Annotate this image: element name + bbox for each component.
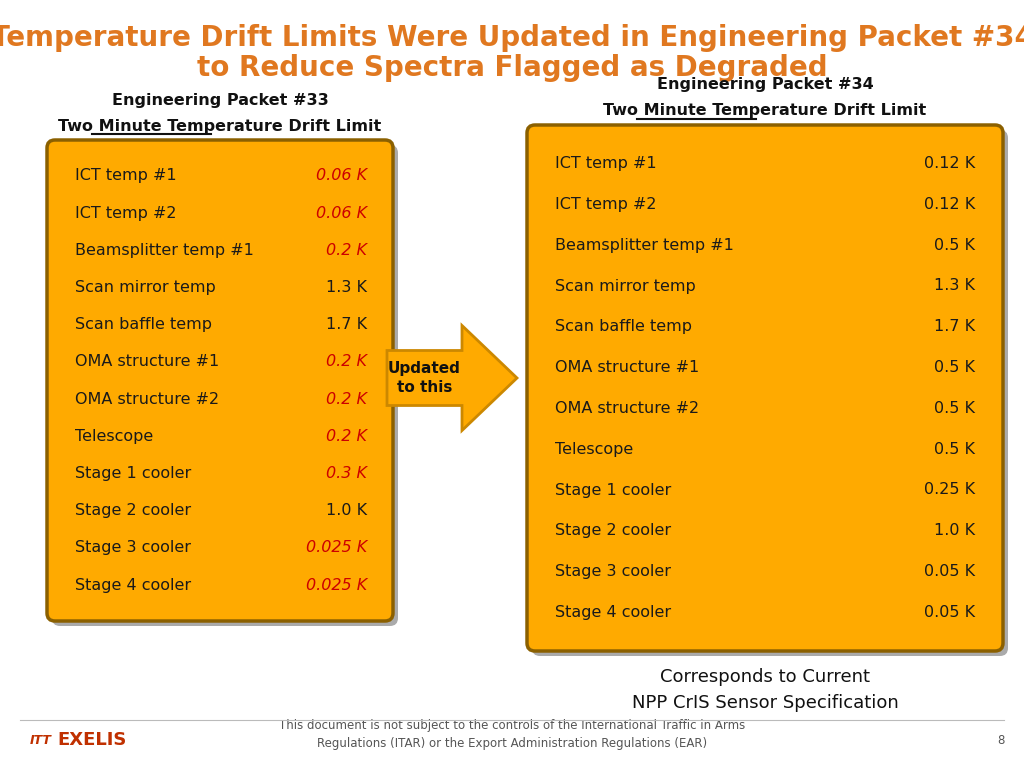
Text: Scan baffle temp: Scan baffle temp bbox=[555, 319, 692, 334]
Text: 0.12 K: 0.12 K bbox=[924, 156, 975, 171]
Text: Scan mirror temp: Scan mirror temp bbox=[555, 279, 695, 293]
Text: 0.025 K: 0.025 K bbox=[306, 541, 367, 555]
Text: 1.3 K: 1.3 K bbox=[326, 280, 367, 295]
Text: 0.3 K: 0.3 K bbox=[326, 466, 367, 481]
Text: 0.5 K: 0.5 K bbox=[934, 360, 975, 375]
Text: Stage 3 cooler: Stage 3 cooler bbox=[75, 541, 191, 555]
Text: Stage 2 cooler: Stage 2 cooler bbox=[75, 503, 191, 518]
Text: 0.2 K: 0.2 K bbox=[326, 354, 367, 369]
FancyBboxPatch shape bbox=[47, 140, 393, 621]
Text: ICT temp #1: ICT temp #1 bbox=[555, 156, 656, 171]
Text: 0.05 K: 0.05 K bbox=[924, 564, 975, 579]
Text: Two Minute Temperature Drift Limit: Two Minute Temperature Drift Limit bbox=[603, 104, 927, 118]
Text: OMA structure #2: OMA structure #2 bbox=[555, 401, 699, 416]
Text: Beamsplitter temp #1: Beamsplitter temp #1 bbox=[555, 238, 734, 253]
Text: 0.06 K: 0.06 K bbox=[315, 206, 367, 220]
Text: 0.25 K: 0.25 K bbox=[924, 482, 975, 498]
Text: Stage 4 cooler: Stage 4 cooler bbox=[555, 605, 671, 620]
FancyBboxPatch shape bbox=[52, 145, 398, 626]
Text: 1.3 K: 1.3 K bbox=[934, 279, 975, 293]
Text: 8: 8 bbox=[997, 733, 1005, 746]
Polygon shape bbox=[387, 326, 517, 431]
Text: 1.0 K: 1.0 K bbox=[326, 503, 367, 518]
Text: 0.2 K: 0.2 K bbox=[326, 243, 367, 258]
FancyBboxPatch shape bbox=[532, 130, 1008, 656]
Text: 0.5 K: 0.5 K bbox=[934, 442, 975, 457]
Text: 0.12 K: 0.12 K bbox=[924, 197, 975, 212]
Text: Telescope: Telescope bbox=[555, 442, 633, 457]
Text: Beamsplitter temp #1: Beamsplitter temp #1 bbox=[75, 243, 254, 258]
Text: 0.2 K: 0.2 K bbox=[326, 392, 367, 406]
Text: This document is not subject to the controls of the International Traffic in Arm: This document is not subject to the cont… bbox=[279, 719, 745, 750]
Text: OMA structure #1: OMA structure #1 bbox=[75, 354, 219, 369]
Text: EXELIS: EXELIS bbox=[57, 731, 126, 749]
Text: Two Minute Temperature Drift Limit: Two Minute Temperature Drift Limit bbox=[58, 118, 382, 134]
Text: ICT temp #2: ICT temp #2 bbox=[555, 197, 656, 212]
Text: Stage 2 cooler: Stage 2 cooler bbox=[555, 523, 671, 538]
Text: 0.05 K: 0.05 K bbox=[924, 605, 975, 620]
FancyBboxPatch shape bbox=[527, 125, 1002, 651]
Text: 0.025 K: 0.025 K bbox=[306, 578, 367, 593]
Text: NPP CrIS Sensor Specification: NPP CrIS Sensor Specification bbox=[632, 694, 898, 712]
Text: Stage 3 cooler: Stage 3 cooler bbox=[555, 564, 671, 579]
Text: 1.7 K: 1.7 K bbox=[934, 319, 975, 334]
Text: 0.06 K: 0.06 K bbox=[315, 168, 367, 184]
Text: ICT temp #1: ICT temp #1 bbox=[75, 168, 176, 184]
Text: OMA structure #1: OMA structure #1 bbox=[555, 360, 699, 375]
Text: Engineering Packet #33: Engineering Packet #33 bbox=[112, 92, 329, 108]
Text: 0.5 K: 0.5 K bbox=[934, 238, 975, 253]
Text: OMA structure #2: OMA structure #2 bbox=[75, 392, 219, 406]
Text: 0.5 K: 0.5 K bbox=[934, 401, 975, 416]
Text: Engineering Packet #34: Engineering Packet #34 bbox=[656, 78, 873, 92]
Text: Telescope: Telescope bbox=[75, 429, 154, 444]
Text: ITT: ITT bbox=[30, 733, 52, 746]
Text: Scan mirror temp: Scan mirror temp bbox=[75, 280, 216, 295]
Text: Stage 4 cooler: Stage 4 cooler bbox=[75, 578, 191, 593]
Text: ICT temp #2: ICT temp #2 bbox=[75, 206, 176, 220]
Text: Temperature Drift Limits Were Updated in Engineering Packet #34: Temperature Drift Limits Were Updated in… bbox=[0, 24, 1024, 52]
Text: to Reduce Spectra Flagged as Degraded: to Reduce Spectra Flagged as Degraded bbox=[197, 54, 827, 82]
Text: 1.7 K: 1.7 K bbox=[326, 317, 367, 333]
Text: Corresponds to Current: Corresponds to Current bbox=[660, 668, 870, 686]
Text: Stage 1 cooler: Stage 1 cooler bbox=[555, 482, 672, 498]
Text: Updated
to this: Updated to this bbox=[388, 361, 461, 396]
Text: 1.0 K: 1.0 K bbox=[934, 523, 975, 538]
Text: 0.2 K: 0.2 K bbox=[326, 429, 367, 444]
Text: Stage 1 cooler: Stage 1 cooler bbox=[75, 466, 191, 481]
Text: Scan baffle temp: Scan baffle temp bbox=[75, 317, 212, 333]
